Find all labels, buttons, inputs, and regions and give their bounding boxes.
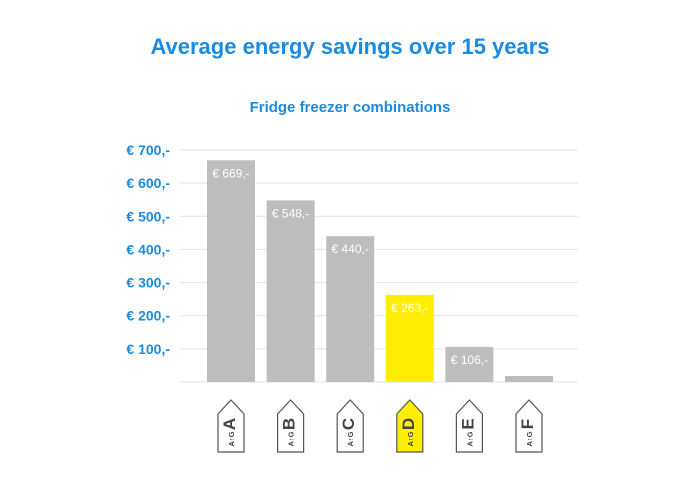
energy-tag-shape bbox=[515, 399, 543, 453]
energy-tag-c: CA↑G bbox=[336, 399, 364, 453]
energy-class-letter: B bbox=[280, 418, 299, 430]
energy-tag-shape bbox=[455, 399, 483, 453]
y-tick-label: € 300,- bbox=[126, 275, 170, 291]
data-label-b: € 548,- bbox=[272, 206, 309, 220]
energy-tag-shape bbox=[217, 399, 245, 453]
energy-scale-text: A↑G bbox=[346, 431, 355, 446]
energy-tag-a: AA↑G bbox=[217, 399, 245, 453]
bar-a bbox=[207, 160, 255, 382]
y-tick-label: € 600,- bbox=[126, 175, 170, 191]
energy-scale-text: A↑G bbox=[465, 431, 474, 446]
y-tick-label: € 100,- bbox=[126, 341, 170, 357]
data-label-e: € 106,- bbox=[451, 353, 488, 367]
chart-title: Average energy savings over 15 years bbox=[150, 34, 550, 59]
bar-d bbox=[385, 294, 434, 382]
energy-tag-d: DA↑G bbox=[396, 399, 424, 453]
data-label-d: € 263,- bbox=[391, 301, 428, 315]
chart-subtitle: Fridge freezer combinations bbox=[249, 99, 451, 116]
energy-tag-f: F A↑G bbox=[515, 399, 543, 453]
energy-tag-b: BA↑G bbox=[277, 399, 305, 453]
energy-tag-shape bbox=[396, 399, 424, 453]
energy-class-letter: F bbox=[518, 419, 537, 429]
energy-tag-e: E A↑G bbox=[455, 399, 483, 453]
energy-tag-shape bbox=[336, 399, 364, 453]
y-tick-label: € 500,- bbox=[126, 208, 170, 224]
y-tick-label: € 400,- bbox=[126, 241, 170, 257]
energy-scale-text: A↑G bbox=[287, 431, 296, 446]
bar-f bbox=[505, 376, 553, 382]
energy-class-letter: E bbox=[458, 418, 477, 429]
bar-e bbox=[445, 346, 494, 382]
y-tick-label: € 200,- bbox=[126, 308, 170, 324]
energy-class-letter: A bbox=[220, 418, 239, 430]
energy-tag-shape bbox=[277, 399, 305, 453]
data-label-a: € 669,- bbox=[212, 166, 249, 180]
y-axis-ticks: € 100,- € 200,- € 300,- € 400,- € 500,- € 600… bbox=[126, 142, 170, 357]
y-tick-label: € 700,- bbox=[126, 142, 170, 158]
energy-scale-text: A↑G bbox=[525, 431, 534, 446]
data-label-c: € 440,- bbox=[332, 242, 369, 256]
energy-class-labels: AA↑GBA↑GCA↑GDA↑GEA↑GFA↑G bbox=[217, 399, 543, 453]
energy-class-letter: C bbox=[339, 418, 358, 430]
energy-class-letter: D bbox=[399, 418, 418, 430]
bar-c bbox=[326, 236, 375, 382]
energy-scale-text: A↑G bbox=[406, 431, 415, 446]
energy-scale-text: A↑G bbox=[227, 431, 236, 446]
bars: € 669,- € 548,- € 440,- € 263,- € 106,- bbox=[207, 160, 553, 382]
bar-b bbox=[266, 200, 315, 382]
